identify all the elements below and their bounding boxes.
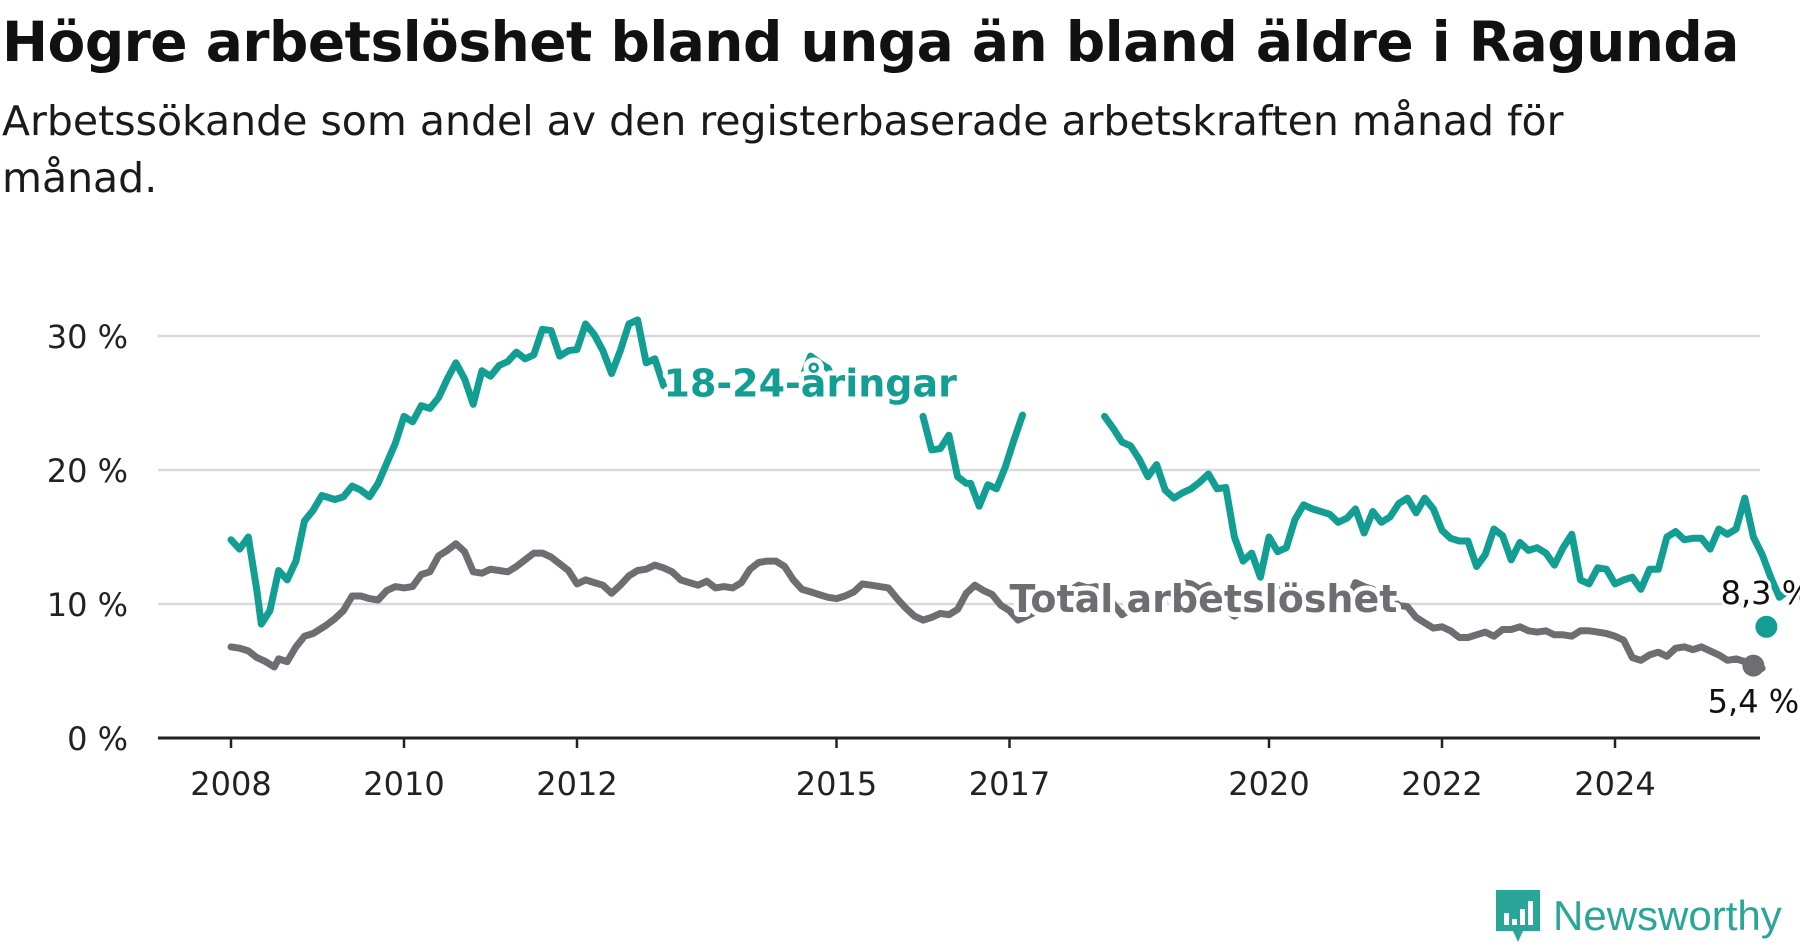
chart-title: Högre arbetslöshet bland unga än bland ä… (2, 10, 1739, 74)
x-tick-label: 2020 (1228, 765, 1309, 803)
x-tick-label: 2015 (796, 765, 877, 803)
x-tick-label: 2017 (969, 765, 1050, 803)
x-tick-label: 2012 (536, 765, 617, 803)
series-line-0 (227, 316, 1792, 628)
newsworthy-logo-icon (1496, 890, 1540, 942)
x-axis: 2008 2010 2012 2015 2017 2020 2022 2024 (158, 736, 1760, 803)
series-end-marker (1755, 615, 1778, 638)
y-axis: 0 % 10 % 20 % 30 % (47, 318, 128, 758)
series-lines (227, 316, 1792, 672)
series-name-label: Total arbetslöshet (1010, 577, 1398, 621)
series-end-label: 8,3 % (1721, 574, 1800, 612)
chart-subtitle: Arbetssökande som andel av den registerb… (2, 97, 1564, 202)
series-labels: 8,3 % 5,4 % 18-24-åringar Total arbetslöshe… (659, 356, 1800, 723)
y-tick-label: 0 % (67, 720, 128, 758)
y-tick-label: 30 % (47, 318, 128, 356)
brand-name: Newsworthy (1553, 892, 1782, 939)
series-line-1 (227, 540, 1766, 672)
x-tick-label: 2010 (363, 765, 444, 803)
series-end-marker (1742, 654, 1765, 677)
y-tick-label: 20 % (47, 452, 128, 490)
x-tick-label: 2008 (190, 765, 271, 803)
x-tick-label: 2022 (1401, 765, 1482, 803)
brand-logo: Newsworthy (1493, 886, 1782, 946)
series-end-label: 5,4 % (1708, 683, 1799, 721)
y-tick-label: 10 % (47, 586, 128, 624)
x-tick-label: 2024 (1574, 765, 1655, 803)
series-name-label: 18-24-åringar (664, 361, 958, 405)
